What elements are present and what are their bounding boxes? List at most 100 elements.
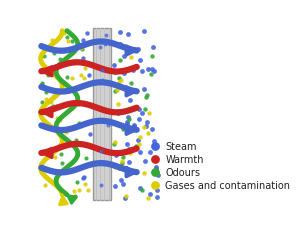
Point [116,112,120,115]
Point [71,190,76,194]
Point [135,48,140,51]
Point [49,39,54,42]
Point [112,142,116,146]
Point [82,67,87,71]
Point [155,189,160,192]
Point [49,168,54,172]
Point [73,138,78,142]
Point [129,82,134,86]
Point [151,184,156,188]
Point [129,56,134,60]
Point [79,73,83,77]
Point [55,117,59,120]
Point [98,46,103,50]
Point [40,101,45,105]
Point [153,171,158,174]
Point [124,122,129,126]
Point [112,64,117,68]
Point [123,196,128,200]
Point [131,68,136,72]
Point [125,116,130,119]
Point [120,183,125,186]
Point [103,43,108,47]
Point [146,131,151,135]
Point [52,180,57,184]
Point [70,77,75,81]
Point [84,156,88,160]
Point [114,153,119,157]
Point [79,47,84,50]
Point [136,138,141,142]
Point [128,98,133,102]
Point [122,55,127,59]
Point [146,197,151,200]
Point [154,167,159,171]
Point [132,48,137,51]
Point [53,104,58,108]
Point [57,58,62,62]
Point [120,162,125,166]
Point [88,132,93,136]
Point [81,175,86,179]
Point [138,186,143,190]
Point [146,68,151,72]
Point [136,143,141,146]
Point [155,173,160,177]
Point [142,107,147,111]
Point [153,184,158,188]
Text: Odours: Odours [165,168,200,178]
Point [142,30,147,34]
Point [58,119,63,122]
Point [144,94,149,97]
Point [99,79,104,82]
Point [121,72,126,75]
Point [124,69,129,73]
Point [131,123,136,127]
Point [85,189,90,192]
Point [61,32,66,35]
Point [75,103,80,106]
Point [52,52,56,55]
Point [59,64,64,67]
Point [64,36,69,40]
Point [81,39,85,43]
Point [116,77,121,81]
Point [52,169,57,173]
Point [46,74,50,78]
Point [117,31,122,35]
Point [87,73,92,77]
Point [51,105,56,109]
Point [137,59,142,63]
Point [148,151,152,154]
Point [141,126,146,129]
Point [42,183,47,187]
Point [100,69,104,73]
Point [148,192,153,196]
Point [138,150,142,154]
Point [68,126,73,130]
Point [106,124,111,128]
Point [150,46,155,50]
Point [70,40,74,44]
Point [154,195,159,199]
Point [112,70,117,74]
Point [77,122,82,126]
Point [81,57,86,61]
Point [125,142,130,146]
Point [147,111,152,115]
Point [84,32,89,36]
Point [128,128,133,132]
Point [76,188,81,192]
Point [154,166,158,170]
Point [40,82,44,86]
Point [119,178,124,182]
Bar [93,29,111,200]
Point [141,171,146,175]
Point [143,159,148,163]
Point [75,181,80,184]
Text: Warmth: Warmth [165,155,204,164]
Point [43,111,48,115]
Text: Gases and contamination: Gases and contamination [165,181,290,191]
Point [124,120,129,124]
Point [150,68,154,72]
